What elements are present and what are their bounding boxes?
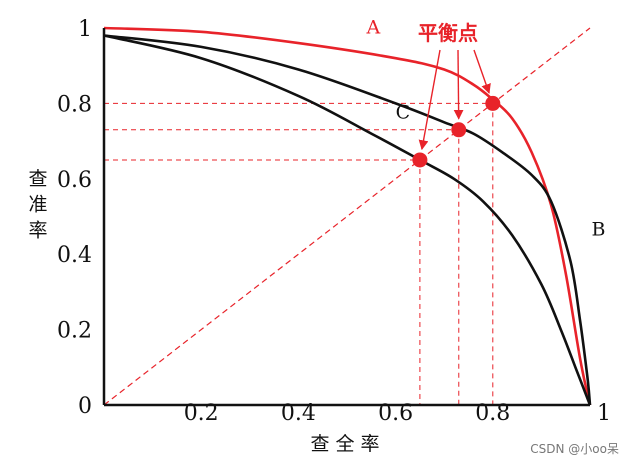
curve-labels: A B C [365, 17, 605, 241]
curve-label-a: A [365, 17, 380, 39]
y-axis-title-char: 准 [28, 194, 47, 216]
x-tick-0-4: 0.4 [281, 401, 316, 426]
x-tick-0-6: 0.6 [378, 401, 413, 426]
y-tick-labels: 0 0.2 0.4 0.6 0.8 1 [57, 17, 92, 419]
y-tick-0-8: 0.8 [57, 92, 92, 117]
break-even-point-c [412, 152, 428, 168]
break-even-annotation: 平衡点 [418, 21, 478, 45]
x-tick-labels: 0.2 0.4 0.6 0.8 1 [184, 401, 611, 426]
y-tick-0-4: 0.4 [57, 243, 92, 268]
arrow-to-b [453, 49, 464, 120]
y-tick-1: 1 [78, 17, 92, 42]
arrow-to-c [418, 49, 441, 151]
curve-b [103, 34, 592, 406]
y-axis-title: 查准率 [28, 168, 47, 241]
y-tick-0-6: 0.6 [57, 168, 92, 193]
diagonal-reference-line [103, 27, 591, 406]
axes [102, 28, 590, 407]
y-axis-title-char: 率 [28, 219, 47, 241]
curve-c [103, 34, 592, 406]
x-tick-1: 1 [597, 401, 611, 426]
x-tick-0-8: 0.8 [475, 401, 510, 426]
break-even-points-layer [412, 95, 501, 168]
break-even-point-a [485, 95, 501, 111]
x-tick-0-2: 0.2 [184, 401, 219, 426]
break-even-point-b [451, 122, 467, 138]
curve-label-b: B [591, 218, 605, 240]
y-tick-0-2: 0.2 [57, 319, 92, 344]
y-tick-0: 0 [78, 394, 92, 419]
watermark: CSDN @小oo呆 [530, 442, 619, 456]
break-even-guide-lines [104, 102, 494, 405]
arrow-to-a [473, 49, 491, 94]
annotation-arrows [418, 49, 491, 151]
curve-label-c: C [396, 101, 411, 123]
x-axis-title: 查全率 [310, 433, 385, 455]
y-axis-title-char: 查 [28, 168, 47, 190]
